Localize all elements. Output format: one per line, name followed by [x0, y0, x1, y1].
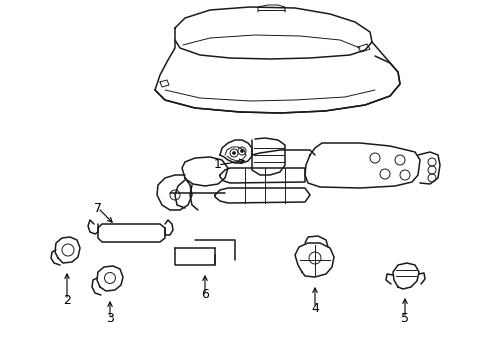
- Text: 4: 4: [310, 302, 318, 315]
- Circle shape: [240, 149, 243, 153]
- Text: 2: 2: [63, 293, 71, 306]
- Text: 5: 5: [400, 311, 408, 324]
- Circle shape: [232, 152, 235, 154]
- Text: 3: 3: [106, 311, 114, 324]
- Text: 7: 7: [94, 202, 102, 215]
- Text: 6: 6: [201, 288, 208, 302]
- Text: 1: 1: [214, 158, 222, 171]
